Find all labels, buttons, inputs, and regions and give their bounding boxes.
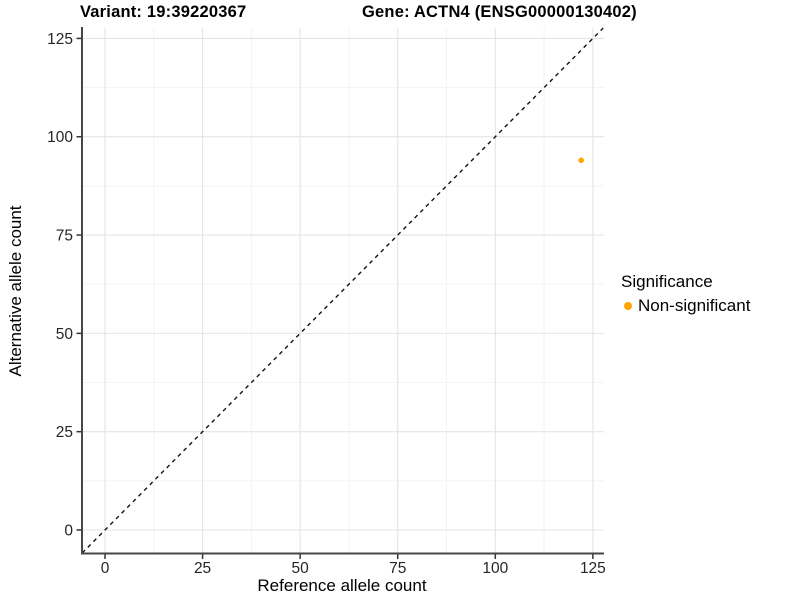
tick-marks (76, 37, 594, 559)
x-tick-label: 50 (292, 560, 310, 577)
gridlines-major (81, 28, 604, 553)
data-points (578, 157, 584, 164)
y-axis-title: Alternative allele count (6, 205, 25, 376)
tick-labels: 0 25 50 75 100 125 0 25 50 75 100 125 (47, 31, 606, 577)
y-tick-label: 75 (56, 228, 73, 245)
plot-title-gene: Gene: ACTN4 (ENSG00000130402) (362, 3, 637, 21)
y-tick-label: 25 (56, 424, 73, 441)
y-tick-label: 50 (56, 326, 74, 343)
x-tick-label: 75 (389, 560, 406, 577)
x-tick-label: 125 (580, 560, 606, 577)
identity-line (81, 27, 604, 554)
x-axis-title: Reference allele count (257, 576, 426, 595)
identity-dashed-line (81, 27, 604, 554)
data-point (578, 157, 584, 164)
y-tick-label: 125 (47, 31, 73, 48)
legend: Significance Non-significant (621, 272, 796, 316)
y-tick-label: 0 (64, 522, 73, 539)
y-tick-label: 100 (47, 129, 73, 146)
gridlines-minor (81, 28, 604, 553)
plot-title-variant: Variant: 19:39220367 (80, 3, 247, 21)
x-tick-label: 25 (194, 560, 211, 577)
legend-item-label: Non-significant (638, 296, 751, 315)
legend-item: Non-significant (624, 296, 796, 316)
x-tick-label: 100 (482, 560, 508, 577)
x-tick-label: 0 (101, 560, 110, 577)
legend-title: Significance (621, 272, 713, 291)
legend-point-icon (624, 302, 632, 310)
axis-lines (81, 27, 604, 555)
